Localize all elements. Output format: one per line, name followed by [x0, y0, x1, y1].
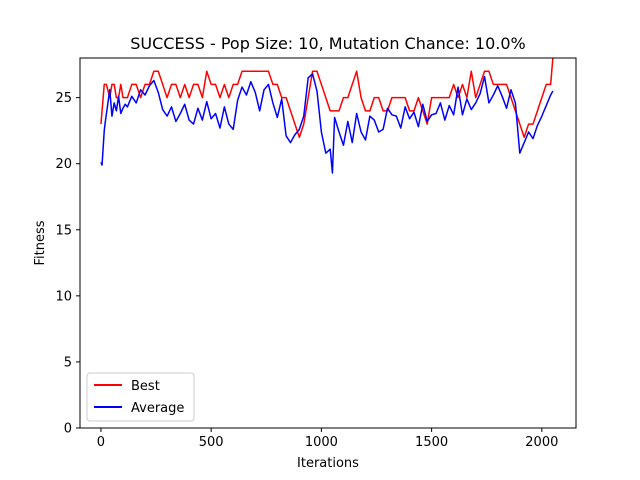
- y-tick-label: 25: [55, 91, 72, 106]
- x-tick-label: 1000: [305, 435, 338, 450]
- x-tick-label: 500: [199, 435, 224, 450]
- series-layer: [100, 57, 554, 174]
- y-axis-label: Fitness: [33, 220, 48, 265]
- y-tick-label: 20: [55, 157, 72, 172]
- y-tick-label: 10: [55, 289, 72, 304]
- y-tick-label: 0: [64, 422, 72, 437]
- x-axis: 0 500 1000 1500 2000: [97, 428, 558, 450]
- plot-frame: [79, 57, 577, 429]
- y-tick-label: 5: [64, 355, 72, 370]
- x-axis-label: Iterations: [297, 456, 359, 471]
- x-tick-label: 0: [97, 435, 105, 450]
- x-tick-label: 1500: [415, 435, 448, 450]
- chart-title: SUCCESS - Pop Size: 10, Mutation Chance:…: [130, 34, 526, 53]
- legend: Best Average: [86, 372, 195, 422]
- y-tick-label: 15: [55, 223, 72, 238]
- x-tick-label: 2000: [525, 435, 558, 450]
- plot-area: [80, 58, 576, 428]
- series-line-best: [100, 57, 554, 139]
- legend-label-best: Best: [131, 379, 160, 394]
- legend-label-average: Average: [131, 401, 184, 416]
- y-axis: 0 5 10 15 20 25: [55, 91, 80, 437]
- series-line-average: [100, 73, 554, 174]
